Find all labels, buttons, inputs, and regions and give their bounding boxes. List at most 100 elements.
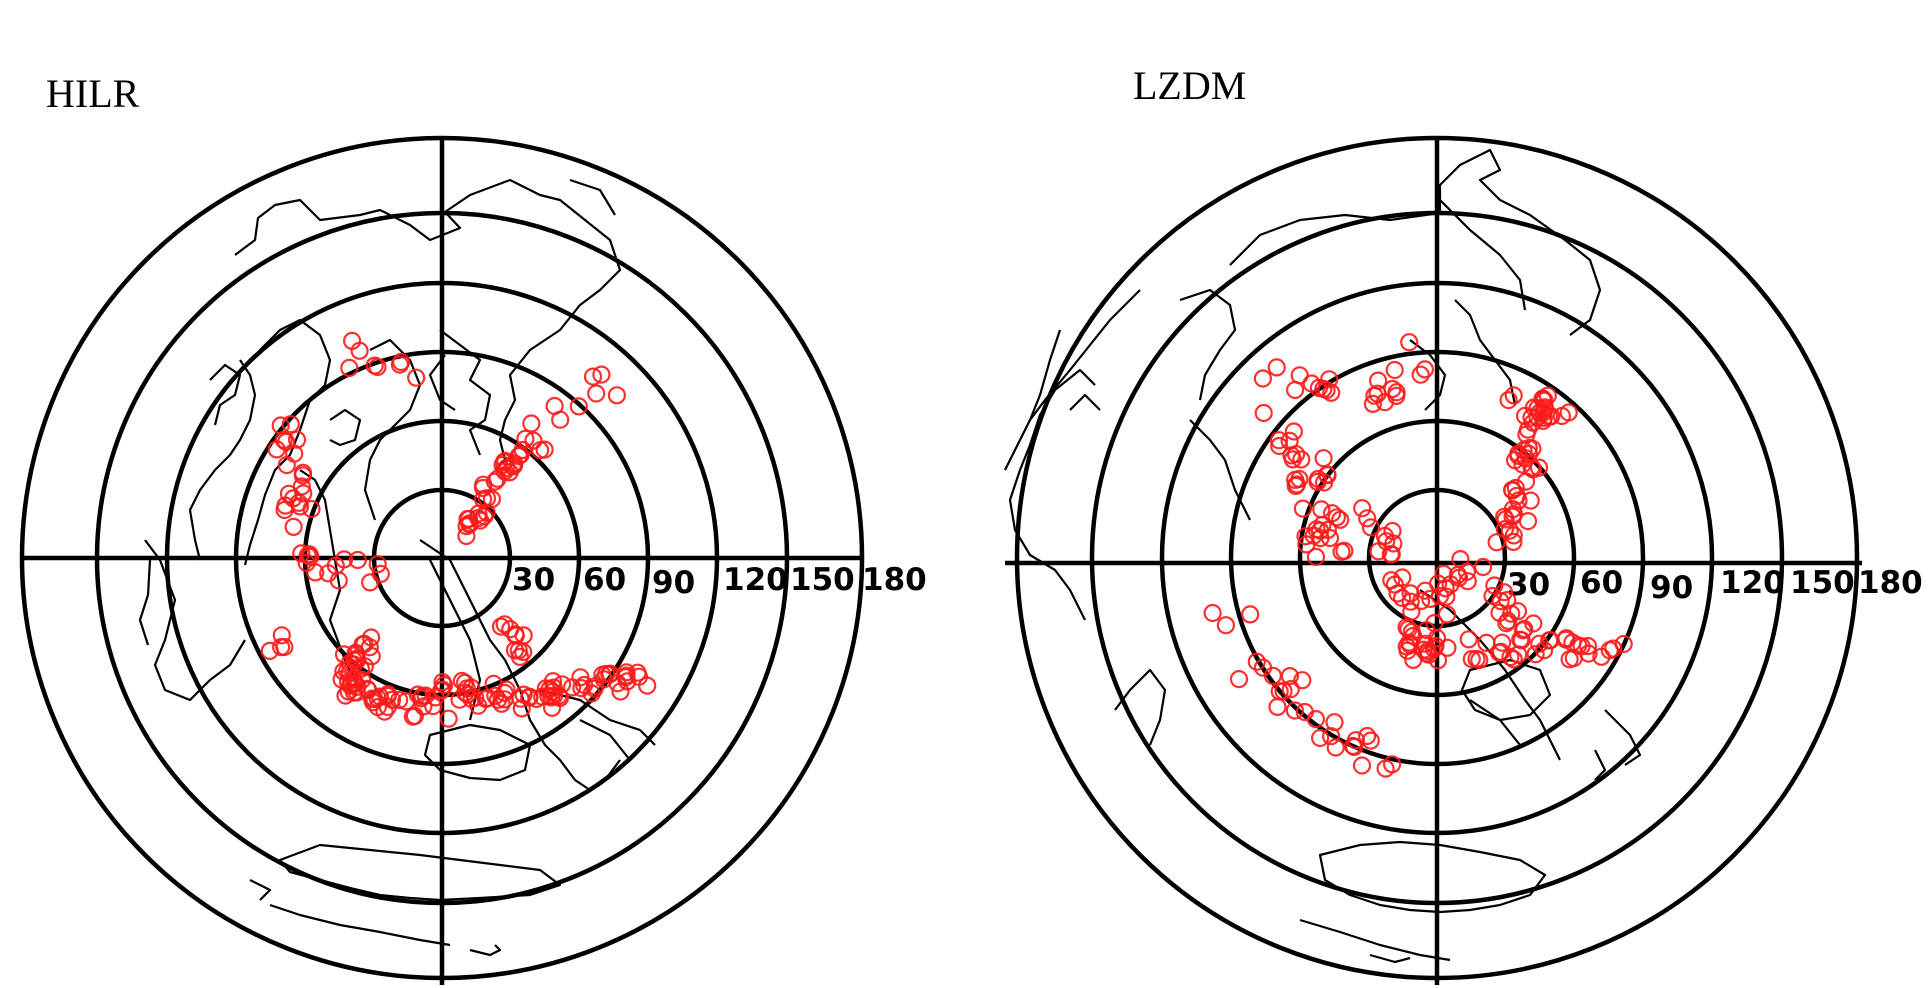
station-marker xyxy=(1514,441,1533,460)
station-marker xyxy=(334,645,354,664)
station-marker xyxy=(1438,638,1457,657)
station-marker xyxy=(1402,622,1421,642)
station-marker xyxy=(1290,366,1309,385)
station-marker xyxy=(1254,403,1273,423)
station-marker xyxy=(543,672,563,691)
station-marker xyxy=(1564,648,1583,668)
station-marker xyxy=(1393,568,1412,587)
station-marker xyxy=(457,679,476,698)
station-marker xyxy=(638,676,657,695)
station-marker xyxy=(1559,403,1578,422)
station-marker xyxy=(294,484,313,503)
station-marker xyxy=(524,431,543,450)
station-marker xyxy=(1343,736,1363,756)
station-marker xyxy=(1530,634,1549,653)
station-marker xyxy=(1449,568,1469,587)
station-marker xyxy=(1526,645,1545,664)
station-marker xyxy=(495,615,514,634)
station-marker xyxy=(1487,533,1506,552)
station-marker xyxy=(1268,697,1287,717)
station-marker xyxy=(572,678,591,698)
station-marker xyxy=(408,685,427,704)
station-marker xyxy=(1501,647,1520,667)
station-marker xyxy=(1286,445,1306,464)
station-marker xyxy=(293,463,313,482)
ring-label-120: 120 xyxy=(1720,565,1785,601)
station-marker xyxy=(361,573,380,592)
station-marker xyxy=(275,637,294,657)
station-marker xyxy=(1325,713,1344,732)
station-marker xyxy=(287,430,307,449)
station-marker xyxy=(1496,510,1515,529)
station-marker xyxy=(1368,371,1388,390)
station-marker xyxy=(583,367,603,386)
station-marker xyxy=(587,384,606,403)
panel-title-lzdm: LZDM xyxy=(1133,63,1247,108)
station-marker xyxy=(1270,436,1289,456)
station-marker xyxy=(1274,681,1293,701)
station-marker xyxy=(1363,394,1383,413)
station-marker xyxy=(1401,592,1420,611)
station-marker xyxy=(1285,701,1305,720)
station-marker xyxy=(516,429,535,448)
ring-label-60: 60 xyxy=(1580,565,1623,601)
station-marker xyxy=(1203,603,1222,623)
station-marker xyxy=(1306,547,1326,567)
station-marker xyxy=(348,550,367,570)
station-marker xyxy=(439,709,458,728)
station-marker xyxy=(594,670,614,689)
station-marker xyxy=(368,357,387,377)
station-marker xyxy=(1331,510,1350,529)
station-marker xyxy=(1280,666,1300,686)
station-marker xyxy=(272,626,291,645)
station-marker xyxy=(277,456,296,475)
station-marker xyxy=(1499,391,1518,410)
station-marker xyxy=(1504,526,1523,545)
station-marker xyxy=(1470,650,1489,670)
station-marker xyxy=(370,687,390,706)
station-marker xyxy=(1473,557,1493,577)
station-marker xyxy=(405,706,424,726)
station-marker xyxy=(1462,649,1481,669)
station-marker xyxy=(471,511,490,530)
station-marker xyxy=(1241,605,1260,624)
station-marker xyxy=(1415,360,1435,379)
station-marker xyxy=(1528,408,1547,427)
station-marker xyxy=(1437,587,1456,606)
station-marker xyxy=(1293,671,1312,690)
station-marker xyxy=(562,678,582,697)
station-marker xyxy=(1322,383,1341,402)
station-marker xyxy=(424,696,443,716)
station-marker xyxy=(1326,738,1345,757)
ring-label-180: 180 xyxy=(862,562,927,598)
station-marker xyxy=(363,689,382,708)
station-marker xyxy=(1498,611,1518,631)
station-marker xyxy=(505,641,525,660)
station-marker xyxy=(343,331,362,350)
station-marker xyxy=(1382,755,1402,774)
station-marker xyxy=(1290,469,1309,489)
station-marker xyxy=(607,386,627,405)
station-marker xyxy=(1310,521,1330,540)
station-marker xyxy=(1387,383,1406,402)
station-marker xyxy=(1292,450,1311,469)
station-marker xyxy=(1314,449,1333,468)
station-marker xyxy=(362,628,381,647)
station-marker xyxy=(407,368,426,387)
station-marker xyxy=(1269,431,1289,450)
station-marker xyxy=(1383,379,1402,399)
station-marker xyxy=(1284,422,1304,441)
station-marker xyxy=(1542,407,1561,426)
station-marker xyxy=(1533,389,1552,408)
azimuthal-map-lzdm: 30 60 90 120 150 180 xyxy=(1004,135,1923,985)
station-marker xyxy=(1417,621,1436,640)
station-marker xyxy=(1516,449,1535,468)
station-marker xyxy=(335,550,354,569)
station-marker xyxy=(514,626,533,645)
station-marker xyxy=(274,430,293,449)
station-marker xyxy=(611,682,630,701)
station-marker xyxy=(1491,642,1511,662)
station-marker xyxy=(1229,669,1249,689)
station-marker xyxy=(1306,709,1326,729)
station-marker xyxy=(1522,458,1541,477)
